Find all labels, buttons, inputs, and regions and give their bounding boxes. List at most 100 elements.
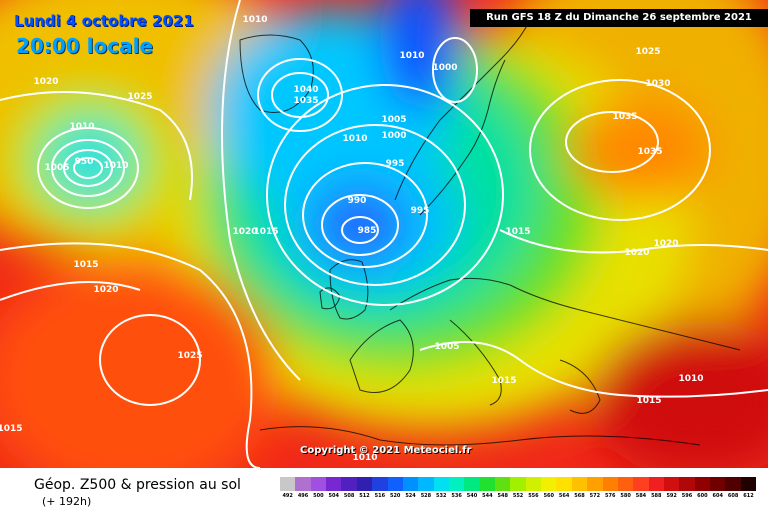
colorbar-label: 524 [405,493,416,499]
isobar-lines [0,0,768,468]
weather-map: 1010101010001025103010201025104010351005… [0,0,768,468]
isobar-label: 1015 [0,424,23,434]
isobar-label: 1015 [505,227,530,237]
colorbar-swatch [464,477,480,491]
colorbar-label: 560 [543,493,554,499]
isobar-label: 1035 [612,112,637,122]
colorbar-label: 548 [497,493,508,499]
colorbar-label: 556 [528,493,539,499]
colorbar-swatch [663,477,680,491]
colorbar-swatch [694,477,711,491]
isobar-label: 1025 [177,351,202,361]
colorbar-swatch [648,477,664,491]
colorbar-label: 572 [589,493,601,499]
colorbar-label: 584 [635,493,647,499]
colorbar-swatch [571,477,588,491]
colorbar-label: 528 [420,493,432,499]
colorbar-swatch [356,477,373,491]
isobar-label: 1035 [293,96,318,106]
colorbar-label: 512 [359,493,370,499]
colorbar-label: 540 [466,493,478,499]
colorbar-label: 544 [482,493,493,499]
forecast-time: 20:00 locale [16,34,153,58]
isobar-label: 1025 [635,47,660,57]
colorbar-swatch [633,477,649,491]
colorbar-label: 576 [605,493,616,499]
colorbar-swatch [602,477,618,491]
isobar-label: 1020 [93,285,118,295]
isobar-label: 1010 [242,15,267,25]
colorbar-label: 508 [343,493,355,499]
colorbar-label: 504 [328,493,339,499]
colorbar-label: 500 [313,493,324,499]
forecast-lead-time: (+ 192h) [42,495,92,508]
isobar-label: 1000 [381,131,406,141]
colorbar-swatch [280,477,296,491]
colorbar-swatch [387,477,403,491]
colorbar-swatch [679,477,695,491]
isobar-label: 1020 [624,248,649,258]
colorbar-swatch [479,477,496,491]
colorbar-swatch [725,477,741,491]
isobar-label: 1040 [293,85,318,95]
colorbar-label: 592 [666,493,677,499]
isobar-label: 1020 [33,77,58,87]
isobar-label: 1030 [645,79,670,89]
colorbar-swatch [710,477,726,491]
colorbar-swatch [448,477,465,491]
map-title: Géop. Z500 & pression au sol [34,477,241,493]
isobar-label: 995 [411,206,430,216]
colorbar-label: 520 [389,493,401,499]
isobar-label: 1010 [69,122,94,132]
isobar-label: 950 [75,157,94,167]
isobar-label: 1005 [434,342,459,352]
colorbar-swatch [541,477,557,491]
colorbar-swatch [326,477,342,491]
isobar-label: 1015 [491,376,516,386]
colorbar-swatch [495,477,511,491]
isobar-label: 1015 [73,260,98,270]
colorbar-label: 580 [620,493,631,499]
colorbar-label: 568 [574,493,585,499]
isobar-label: 1025 [127,92,152,102]
colorbar-label: 612 [743,493,754,499]
colorbar-swatch [617,477,634,491]
colorbar [280,477,757,491]
colorbar-swatch [510,477,526,491]
colorbar-label: 516 [374,493,386,499]
isobar-label: 985 [358,226,377,236]
isobar-label: 1005 [381,115,406,125]
colorbar-label: 552 [512,493,524,499]
colorbar-swatch [295,477,311,491]
isobar-label: 1005 [44,163,69,173]
copyright-text: Copyright © 2021 Meteociel.fr [300,445,472,456]
isobar-label: 990 [348,196,367,206]
isobar-label: 1010 [352,453,377,463]
model-run-banner: Run GFS 18 Z du Dimanche 26 septembre 20… [470,9,768,27]
colorbar-label: 604 [712,493,723,499]
colorbar-label: 608 [727,493,739,499]
isobar-label: 1020 [653,239,678,249]
isobar-label: 1015 [636,396,661,406]
geopotential-field [0,0,768,468]
colorbar-label: 596 [681,493,693,499]
isobar-label: 1015 [253,227,278,237]
isobar-label: 1020 [232,227,257,237]
colorbar-label: 492 [282,493,293,499]
isobar-label: 1010 [399,51,424,61]
colorbar-swatch [372,477,388,491]
coastlines [239,19,741,446]
isobar-label: 1035 [637,147,662,157]
colorbar-swatch [587,477,603,491]
isobar-label: 1000 [432,63,457,73]
colorbar-label: 588 [651,493,662,499]
colorbar-label: 532 [436,493,447,499]
colorbar-label: 496 [297,493,309,499]
isobar-label: 1010 [342,134,367,144]
isobar-label: 995 [386,159,405,169]
colorbar-swatch [418,477,434,491]
colorbar-label: 536 [451,493,462,499]
colorbar-swatch [740,477,757,491]
isobar-labels: 1010101010001025103010201025104010351005… [0,15,704,463]
colorbar-swatch [525,477,542,491]
